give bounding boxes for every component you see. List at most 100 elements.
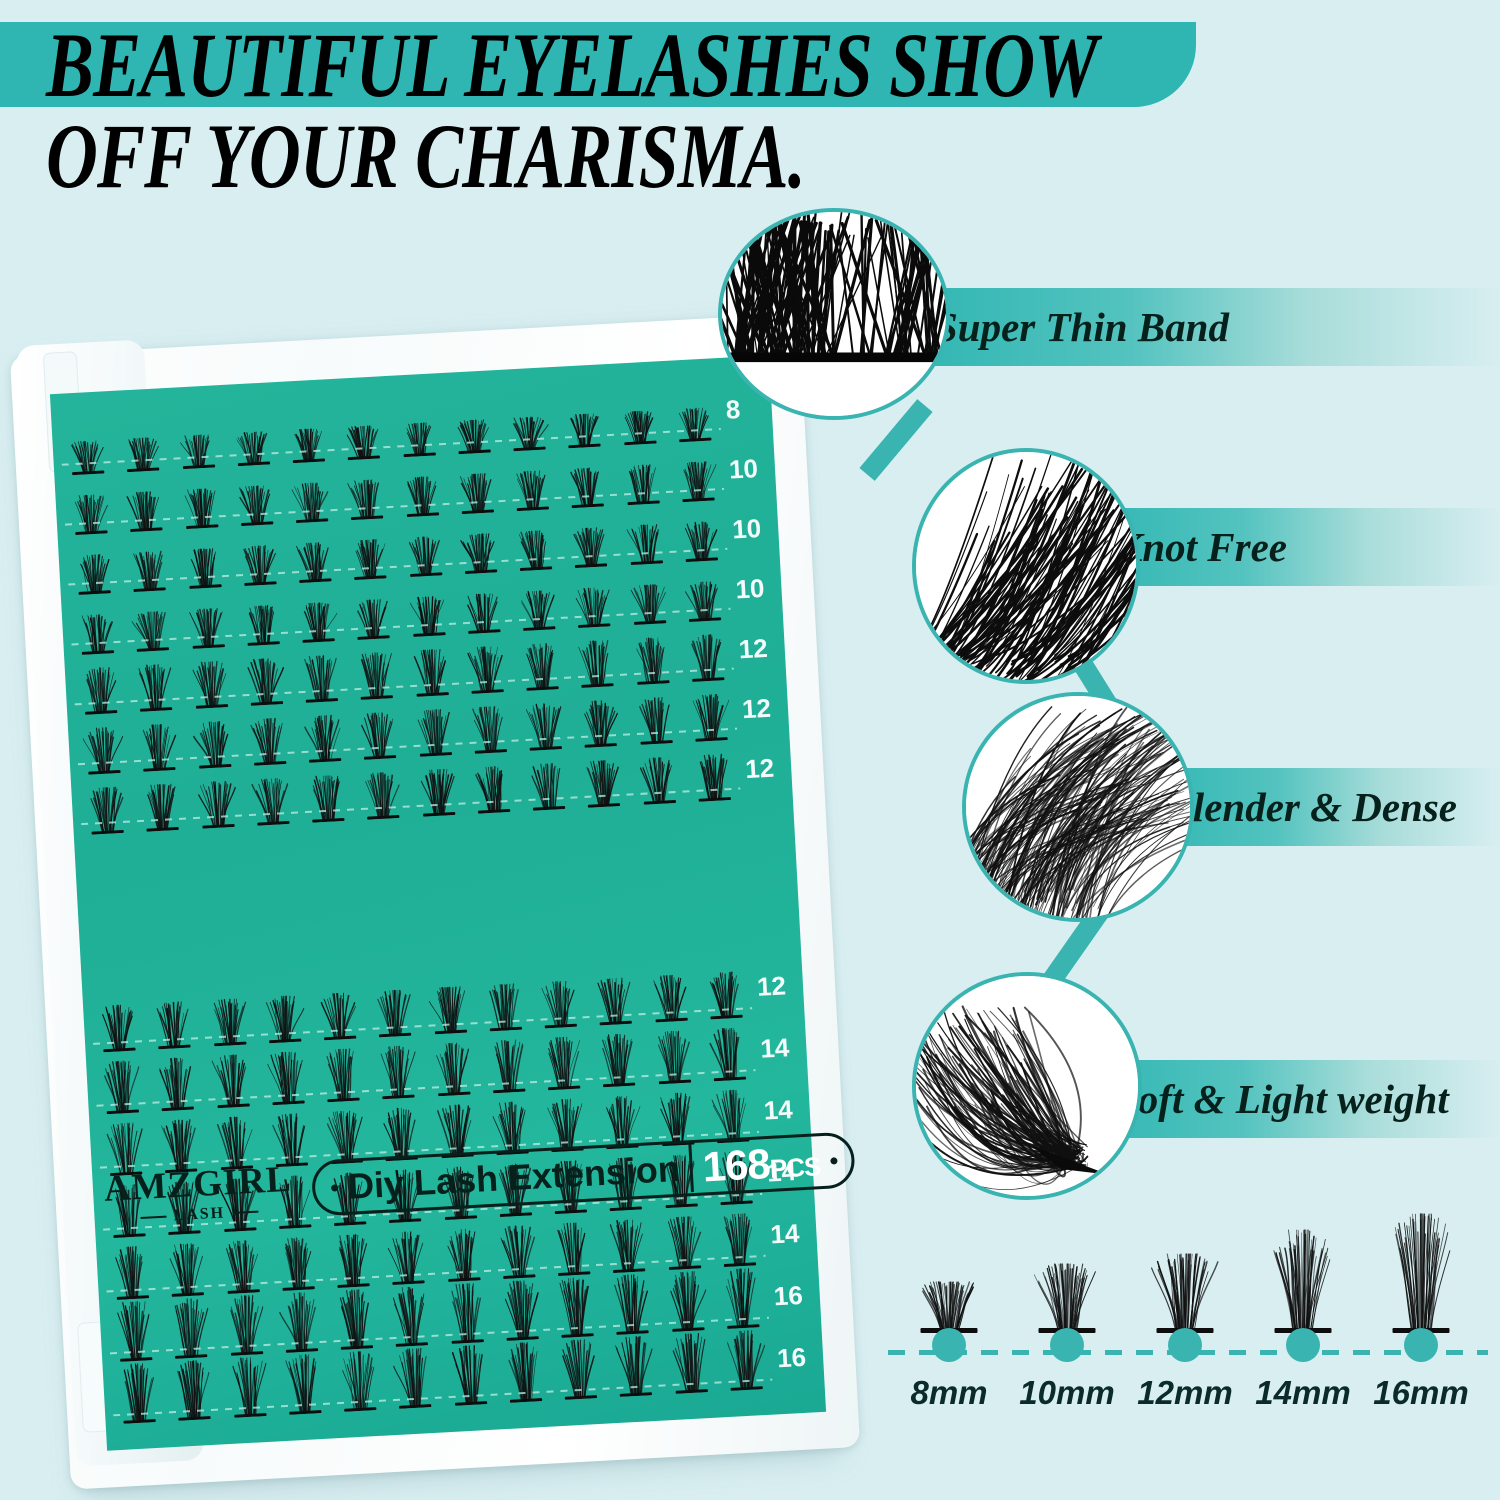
lash-cluster xyxy=(61,439,115,476)
tray-upper-section: 8 10 10 10 12 12 12 xyxy=(51,377,793,835)
lash-cluster xyxy=(76,726,130,776)
feature-bar-slender-dense: Slender & Dense xyxy=(1140,768,1500,846)
pill-dot-right-icon xyxy=(829,1156,838,1165)
scale-lash-cluster xyxy=(903,1205,995,1333)
scale-size-label: 12mm xyxy=(1137,1374,1233,1411)
tray-lash-row: 10 xyxy=(66,497,774,595)
scale-lash-cluster xyxy=(1021,1205,1113,1333)
feature-label: Super Thin Band xyxy=(935,304,1229,350)
scale-size-label: 8mm xyxy=(910,1374,988,1411)
lash-cluster xyxy=(79,785,133,835)
feature-label: Soft & Light weight xyxy=(1115,1076,1449,1122)
brand-logo: AMZGIRL LASH xyxy=(102,1158,294,1229)
lash-cluster xyxy=(97,1121,152,1177)
lash-cluster xyxy=(668,406,722,443)
scale-item: 8mm xyxy=(890,1205,1008,1435)
lash-cluster xyxy=(447,418,501,455)
lash-cluster xyxy=(297,714,351,764)
lash-cluster xyxy=(563,526,617,569)
lash-cluster xyxy=(73,666,127,716)
feature-bar-soft-light: Soft & Light weight xyxy=(1085,1060,1500,1138)
lash-cluster xyxy=(226,430,280,467)
headline-banner xyxy=(0,22,1196,107)
lash-cluster xyxy=(291,601,345,644)
lash-cluster xyxy=(232,544,286,587)
lash-cluster xyxy=(183,660,237,710)
lash-length-scale: 8mm 10mm 12mm 14mm 16mm xyxy=(888,1205,1488,1435)
teal-tray-insert: 8 10 10 10 12 12 12 12 14 14 14 14 16 16 xyxy=(49,355,827,1451)
feature-label: Knot Free xyxy=(1115,524,1287,570)
lash-cluster xyxy=(459,645,513,695)
scale-lash-cluster xyxy=(1375,1205,1467,1333)
tray-row-clusters xyxy=(75,680,737,776)
lash-cluster xyxy=(462,705,516,755)
lash-cluster xyxy=(683,693,737,743)
brand-name: AMZGIRL xyxy=(102,1158,293,1210)
tray-lash-row: 12 xyxy=(79,737,787,835)
tray-row-size-label: 16 xyxy=(772,1279,804,1312)
lash-cluster xyxy=(453,532,507,575)
lash-cluster xyxy=(576,759,630,809)
lash-cluster xyxy=(91,1003,145,1053)
lash-cluster xyxy=(134,782,188,832)
scale-dot xyxy=(1286,1328,1320,1362)
lash-cluster xyxy=(466,764,520,814)
scale-item: 16mm xyxy=(1362,1205,1480,1435)
lash-cluster xyxy=(229,484,283,527)
lash-cluster xyxy=(395,475,449,518)
tray-row-size-label: 12 xyxy=(737,632,769,665)
lash-cluster xyxy=(597,1156,652,1212)
lash-cluster xyxy=(349,651,403,701)
lash-cluster xyxy=(352,711,406,761)
tray-row-clusters xyxy=(69,560,731,656)
lash-cluster xyxy=(560,466,614,509)
lash-cluster xyxy=(708,1150,763,1206)
lash-cluster xyxy=(355,770,409,820)
lash-cluster xyxy=(511,589,565,632)
pill-dot-left-icon xyxy=(330,1183,339,1192)
lash-cluster xyxy=(343,538,397,581)
feature-bar-knot-free: Knot Free xyxy=(1085,508,1500,586)
lash-cluster xyxy=(615,463,669,506)
feature-bar-gradient xyxy=(1140,768,1500,846)
tray-lash-row: 12 xyxy=(75,677,783,775)
pill-count: 168PCS xyxy=(701,1137,821,1191)
lash-cluster xyxy=(631,756,685,806)
lash-cluster xyxy=(257,994,311,1044)
lash-cluster xyxy=(238,657,292,707)
scale-item: 14mm xyxy=(1244,1205,1362,1435)
tray-row-size-label: 12 xyxy=(756,970,787,1002)
lash-cluster xyxy=(588,976,642,1026)
lash-cluster xyxy=(294,654,348,704)
lash-cluster xyxy=(398,535,452,578)
scale-dot xyxy=(1168,1328,1202,1362)
tray-row-size-label: 14 xyxy=(759,1032,791,1064)
lash-cluster xyxy=(67,553,121,596)
tray-row-size-label: 10 xyxy=(734,572,766,605)
lash-cluster xyxy=(539,1097,594,1153)
lash-cluster xyxy=(336,424,390,461)
scale-lash-cluster xyxy=(1139,1205,1231,1333)
scale-size-label: 14mm xyxy=(1255,1374,1351,1411)
lash-cluster xyxy=(401,595,455,638)
lash-cluster xyxy=(208,1115,263,1171)
tray-lash-row: 10 xyxy=(69,557,777,655)
lash-cluster xyxy=(625,636,679,686)
lash-cluster xyxy=(131,723,185,773)
lash-knotfree-closeup-icon xyxy=(912,448,1140,684)
lash-cluster xyxy=(536,1035,591,1091)
lash-cluster xyxy=(686,753,740,803)
tray-row-size-label: 14 xyxy=(769,1217,801,1250)
lash-cluster xyxy=(518,702,572,752)
lash-cluster xyxy=(456,592,510,635)
lash-cluster xyxy=(591,1032,646,1088)
lash-cluster xyxy=(190,779,244,829)
lash-cluster xyxy=(201,997,255,1047)
tray-row-clusters xyxy=(62,440,724,536)
lash-cluster xyxy=(392,421,446,458)
lash-cluster xyxy=(63,493,117,536)
lash-cluster xyxy=(215,1239,270,1295)
tray-row-clusters xyxy=(72,620,734,716)
lash-cluster xyxy=(315,1047,370,1103)
lash-cluster xyxy=(116,436,170,473)
